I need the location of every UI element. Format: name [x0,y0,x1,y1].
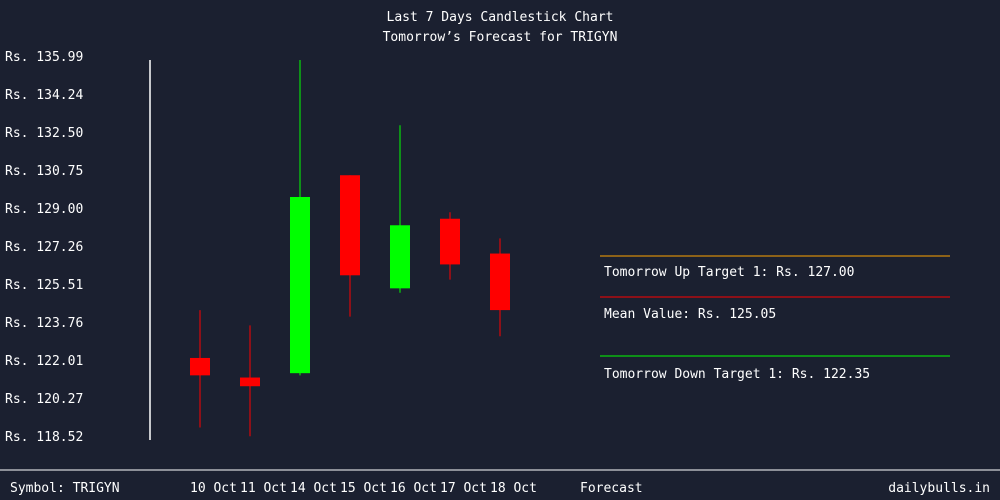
forecast-mean-label: Mean Value: Rs. 125.05 [604,307,777,322]
y-tick-label: Rs. 134.24 [5,88,84,103]
candle-body [290,196,310,374]
candle-body [190,357,210,376]
y-tick-label: Rs. 122.01 [5,354,84,369]
x-tick-label: 14 Oct [290,481,337,496]
candle-body [240,377,260,387]
chart-title: Last 7 Days Candlestick Chart [386,10,614,25]
x-tick-label: 16 Oct [390,481,437,496]
y-tick-label: Rs. 123.76 [5,316,84,331]
y-tick-label: Rs. 120.27 [5,392,84,407]
forecast-x-label: Forecast [580,481,643,496]
candle-body [490,253,510,311]
site-label: dailybulls.in [888,481,990,496]
x-tick-label: 10 Oct [190,481,237,496]
y-tick-label: Rs. 125.51 [5,278,84,293]
candle-body [440,218,460,265]
x-tick-label: 11 Oct [240,481,287,496]
symbol-label: Symbol: TRIGYN [10,481,120,496]
candle-body [390,225,410,289]
forecast-down-label: Tomorrow Down Target 1: Rs. 122.35 [604,367,871,382]
y-tick-label: Rs. 132.50 [5,126,84,141]
y-tick-label: Rs. 127.26 [5,240,84,255]
y-tick-label: Rs. 135.99 [5,50,84,65]
y-tick-label: Rs. 129.00 [5,202,84,217]
x-tick-label: 18 Oct [490,481,537,496]
chart-subtitle: Tomorrow’s Forecast for TRIGYN [382,30,618,45]
y-tick-label: Rs. 118.52 [5,430,84,445]
x-tick-label: 17 Oct [440,481,487,496]
forecast-up-label: Tomorrow Up Target 1: Rs. 127.00 [604,265,855,280]
x-tick-label: 15 Oct [340,481,387,496]
y-tick-label: Rs. 130.75 [5,164,84,179]
candle-body [340,175,360,276]
